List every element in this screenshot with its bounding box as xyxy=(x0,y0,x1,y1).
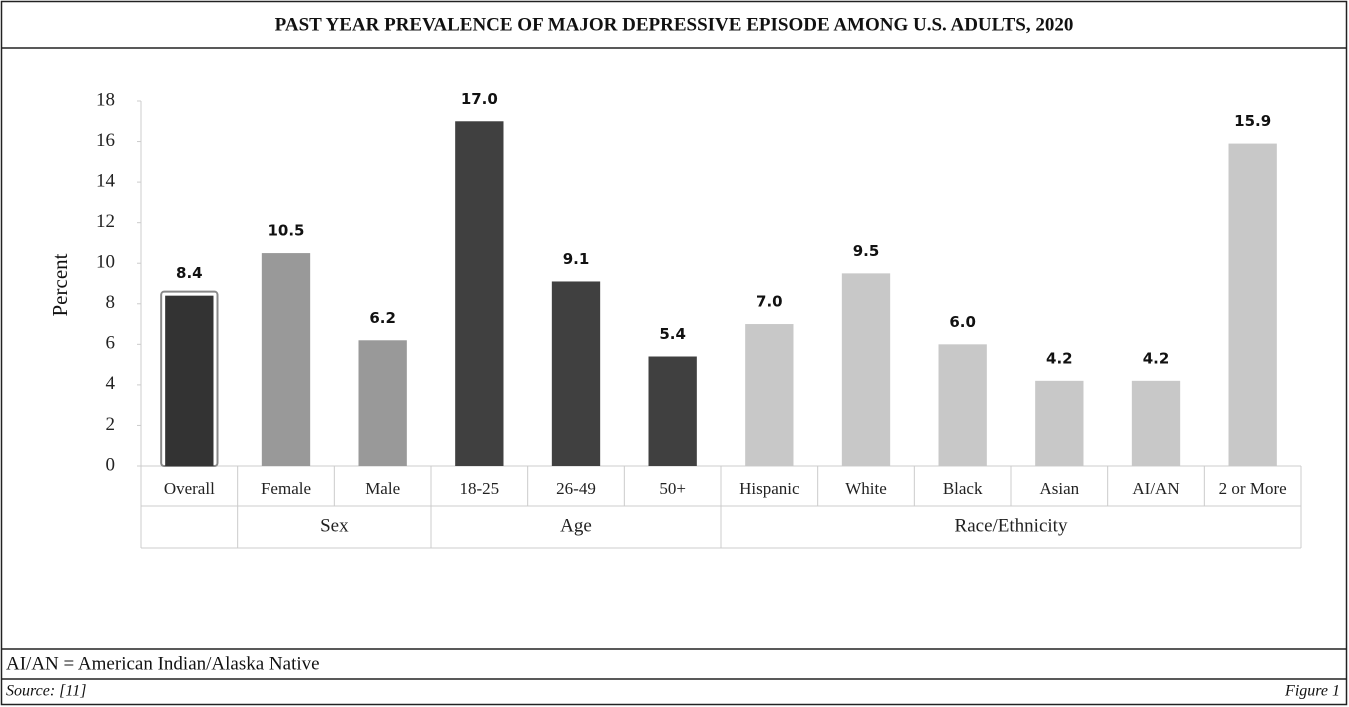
x-tick-label: 50+ xyxy=(659,479,686,498)
bar xyxy=(165,295,214,466)
bar xyxy=(841,273,891,466)
group-label: Race/Ethnicity xyxy=(955,515,1068,536)
bar xyxy=(261,253,311,466)
x-tick-label: Female xyxy=(261,479,311,498)
x-tick-label: White xyxy=(845,479,887,498)
bar xyxy=(938,344,987,466)
bar xyxy=(358,340,407,466)
x-tick-label: 26-49 xyxy=(556,479,596,498)
y-tick-label: 0 xyxy=(106,454,116,475)
value-label: 9.5 xyxy=(853,242,880,260)
y-axis-label: Percent xyxy=(48,253,72,316)
value-label: 9.1 xyxy=(563,250,590,268)
value-label: 6.0 xyxy=(949,313,976,331)
note: AI/AN = American Indian/Alaska Native xyxy=(6,653,320,674)
x-tick-label: AI/AN xyxy=(1132,479,1179,498)
value-label: 15.9 xyxy=(1234,112,1271,130)
y-tick-label: 12 xyxy=(96,211,115,232)
x-tick-label: 18-25 xyxy=(459,479,499,498)
y-tick-label: 4 xyxy=(106,373,116,394)
y-tick-label: 18 xyxy=(96,89,115,110)
x-tick-label: Black xyxy=(943,479,983,498)
figure-label: Figure 1 xyxy=(1284,683,1340,700)
y-tick-label: 16 xyxy=(96,130,115,151)
value-label: 8.4 xyxy=(176,264,203,282)
value-label: 7.0 xyxy=(756,293,783,311)
value-label: 6.2 xyxy=(369,309,396,327)
y-tick-label: 2 xyxy=(106,414,116,435)
bar xyxy=(648,356,697,466)
value-label: 17.0 xyxy=(461,90,498,108)
bar xyxy=(455,121,504,467)
group-label: Sex xyxy=(320,515,349,536)
chart-title: PAST YEAR PREVALENCE OF MAJOR DEPRESSIVE… xyxy=(275,14,1074,35)
bar xyxy=(551,281,601,466)
x-tick-label: Asian xyxy=(1039,479,1079,498)
bar xyxy=(1228,143,1277,467)
x-tick-label: 2 or More xyxy=(1219,479,1287,498)
x-tick-label: Male xyxy=(365,479,400,498)
value-label: 10.5 xyxy=(267,222,304,240)
value-label: 5.4 xyxy=(659,325,686,343)
value-label: 4.2 xyxy=(1046,349,1073,367)
bar xyxy=(1131,380,1181,466)
value-label: 4.2 xyxy=(1143,349,1170,367)
y-tick-label: 10 xyxy=(96,252,115,273)
group-label: Age xyxy=(560,515,592,536)
bar xyxy=(745,324,794,466)
x-tick-label: Overall xyxy=(164,479,215,498)
y-tick-label: 6 xyxy=(106,333,116,354)
source: Source: [11] xyxy=(6,683,86,700)
x-tick-label: Hispanic xyxy=(739,479,800,498)
y-tick-label: 14 xyxy=(96,170,116,191)
bar xyxy=(1035,380,1084,466)
y-tick-label: 8 xyxy=(106,292,116,313)
